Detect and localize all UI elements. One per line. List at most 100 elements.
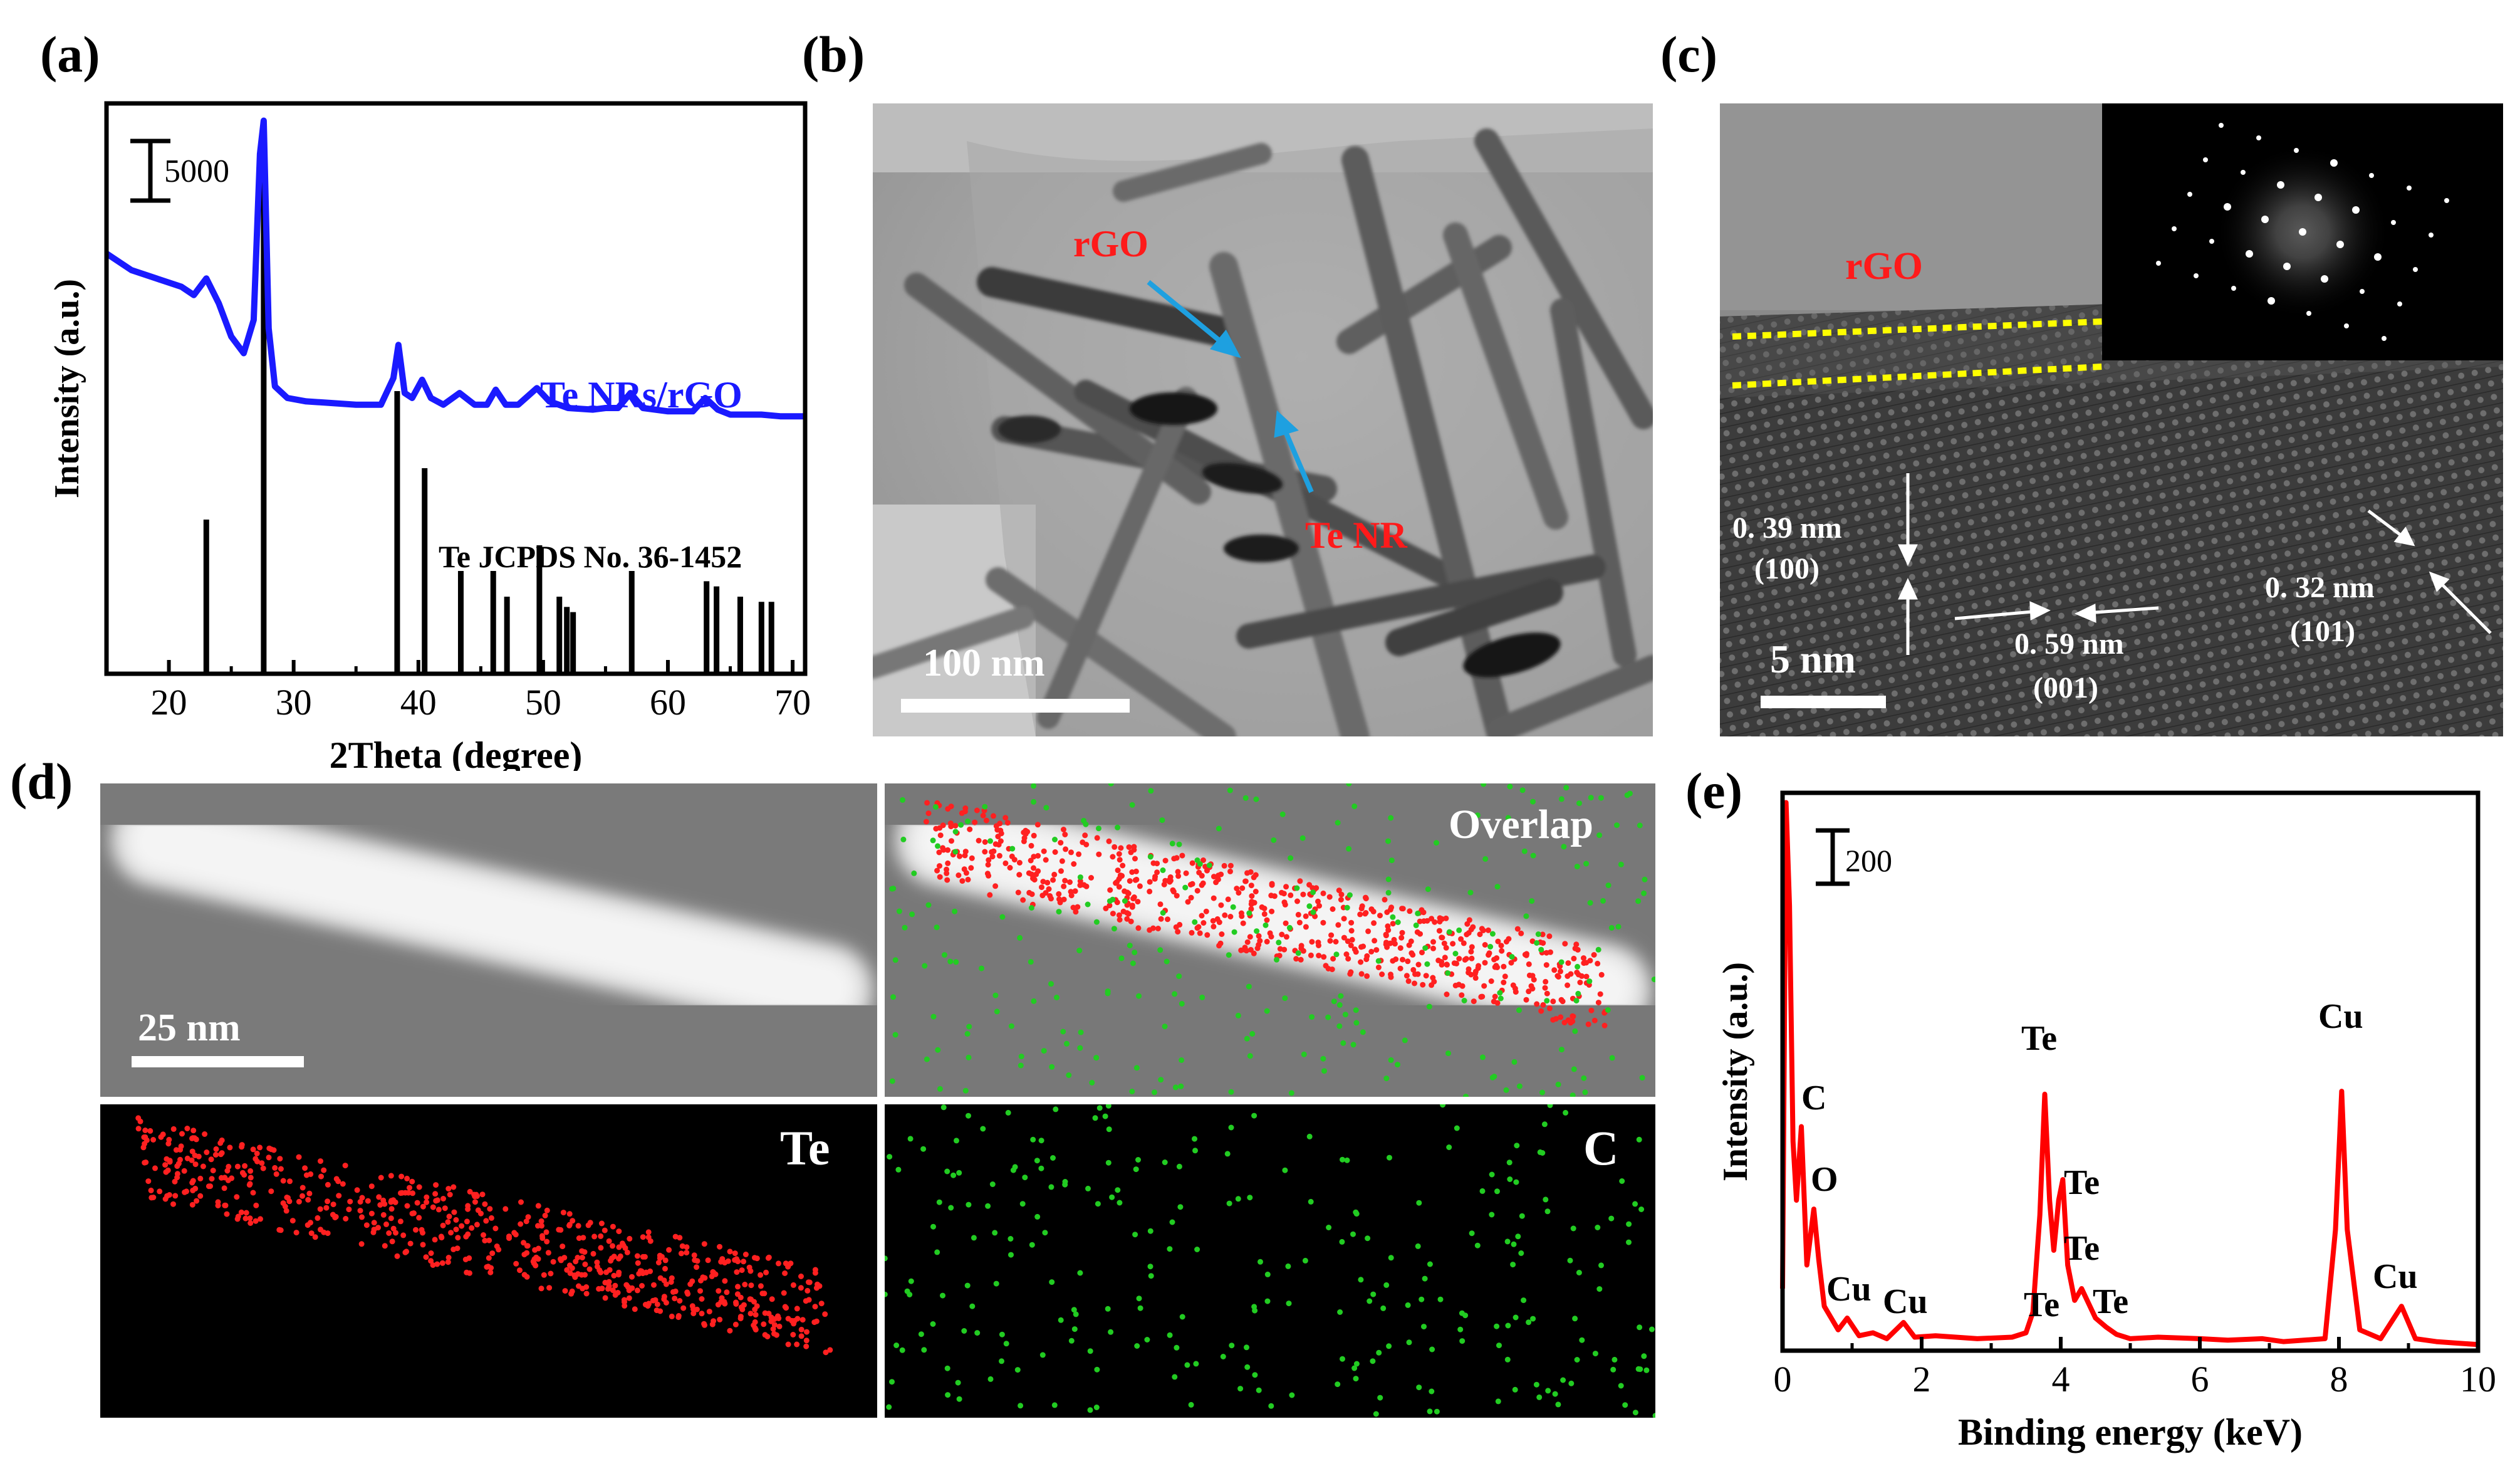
overlap-c-dot	[1158, 1077, 1164, 1083]
c-signal-dot	[1415, 1243, 1421, 1249]
overlap-te-dot	[1117, 917, 1123, 923]
c-signal-dot	[1039, 1352, 1046, 1358]
te-signal-dot	[481, 1232, 486, 1238]
overlap-te-dot	[1242, 945, 1248, 951]
c-signal-dot	[886, 1404, 892, 1410]
c-signal-dot	[1388, 1255, 1394, 1261]
te-signal-dot	[235, 1213, 241, 1220]
c-signal-dot	[1306, 1133, 1313, 1139]
overlap-te-dot	[1571, 955, 1577, 961]
overlap-c-dot	[1129, 1089, 1135, 1094]
overlap-te-dot	[1296, 919, 1303, 926]
te-signal-dot	[523, 1218, 529, 1225]
te-signal-dot	[579, 1255, 585, 1260]
c-signal-dot	[1505, 1322, 1511, 1329]
overlap-te-dot	[1221, 862, 1227, 869]
c-signal-dot	[920, 1146, 927, 1152]
overlap-c-dot	[1574, 864, 1580, 870]
fft-spot	[2382, 336, 2387, 341]
c-signal-dot	[895, 1166, 902, 1173]
overlap-te-dot	[1323, 963, 1329, 969]
panel-label-b: (b)	[802, 26, 865, 83]
te-signal-dot	[303, 1172, 310, 1178]
overlap-te-dot	[1197, 930, 1203, 936]
overlap-te-dot	[1076, 851, 1082, 857]
te-signal-dot	[204, 1149, 210, 1155]
te-signal-dot	[626, 1295, 632, 1301]
te-signal-dot	[521, 1272, 528, 1278]
overlap-c-dot	[1264, 1008, 1270, 1014]
overlap-te-dot	[1247, 934, 1253, 940]
fft-spot	[2283, 263, 2291, 270]
peak-label: C	[1801, 1079, 1826, 1117]
te-signal-dot	[296, 1198, 302, 1205]
overlap-te-dot	[1175, 929, 1181, 935]
c-signal-dot	[1459, 1338, 1466, 1344]
overlap-c-dot	[1558, 959, 1565, 965]
overlap-c-dot	[1586, 978, 1593, 985]
overlap-te-dot	[1088, 875, 1094, 881]
te-signal-dot	[659, 1254, 665, 1260]
te-signal-dot	[407, 1185, 412, 1191]
x-tick-label: 0	[1774, 1359, 1792, 1400]
overlap-te-dot	[1526, 972, 1533, 978]
te-signal-dot	[543, 1229, 549, 1235]
te-signal-dot	[325, 1198, 331, 1205]
te-signal-dot	[376, 1194, 382, 1200]
overlap-te-dot	[1558, 1014, 1564, 1020]
te-signal-dot	[266, 1145, 273, 1151]
overlap-c-dot	[892, 1032, 898, 1038]
c-signal-dot	[1511, 1241, 1517, 1247]
overlap-te-dot	[1103, 905, 1109, 911]
c-signal-dot	[1405, 1302, 1411, 1308]
te-signal-dot	[653, 1307, 660, 1314]
overlap-te-dot	[1269, 908, 1275, 914]
overlap-te-dot	[1417, 918, 1423, 924]
overlap-c-dot	[1605, 882, 1611, 889]
overlap-c-dot	[1627, 790, 1633, 797]
c-signal-dot	[1504, 1238, 1511, 1245]
overlap-te-dot	[924, 800, 930, 806]
overlap-c-dot	[1031, 798, 1037, 805]
te-signal-dot	[724, 1289, 730, 1295]
te-signal-dot	[599, 1285, 605, 1292]
te-signal-dot	[465, 1231, 471, 1237]
c-signal-dot	[1636, 1136, 1642, 1143]
overlap-te-dot	[1370, 908, 1377, 914]
te-signal-dot	[414, 1200, 420, 1206]
overlap-te-dot	[1430, 975, 1436, 981]
te-signal-dot	[699, 1296, 705, 1302]
x-tick-label: 60	[650, 682, 686, 723]
te-signal-dot	[247, 1181, 253, 1187]
overlap-te-dot	[1362, 911, 1368, 917]
fft-spot	[2261, 216, 2269, 223]
overlap-c-dot	[1320, 1055, 1326, 1062]
te-signal-dot	[162, 1162, 169, 1168]
te-signal-dot	[250, 1190, 256, 1196]
overlap-te-dot	[1320, 919, 1326, 926]
te-signal-dot	[192, 1161, 199, 1168]
overlap-c-dot	[1651, 976, 1655, 983]
overlap-te-dot	[1436, 928, 1442, 934]
c-signal-dot	[1034, 1158, 1040, 1164]
overlap-te-dot	[925, 810, 932, 817]
overlap-te-dot	[1199, 872, 1205, 879]
te-signal-dot	[669, 1313, 675, 1319]
overlap-c-dot	[930, 1013, 937, 1020]
fft-spot	[2369, 173, 2374, 178]
te-signal-dot	[742, 1282, 748, 1287]
overlap-te-dot	[1347, 971, 1353, 977]
overlap-c-dot	[1530, 852, 1536, 859]
overlap-c-dot	[1192, 919, 1198, 925]
overlap-te-dot	[1526, 961, 1532, 967]
overlap-te-dot	[1358, 971, 1365, 977]
c-signal-dot	[930, 1321, 936, 1327]
overlap-te-dot	[1028, 857, 1034, 864]
overlap-te-dot	[959, 878, 966, 884]
overlap-te-dot	[1393, 956, 1399, 962]
te-signal-dot	[323, 1205, 330, 1211]
te-signal-dot	[582, 1261, 588, 1267]
te-signal-dot	[445, 1186, 452, 1192]
x-axis-label: 2Theta (degree)	[330, 735, 583, 771]
tem-scale-bar	[901, 699, 1130, 713]
